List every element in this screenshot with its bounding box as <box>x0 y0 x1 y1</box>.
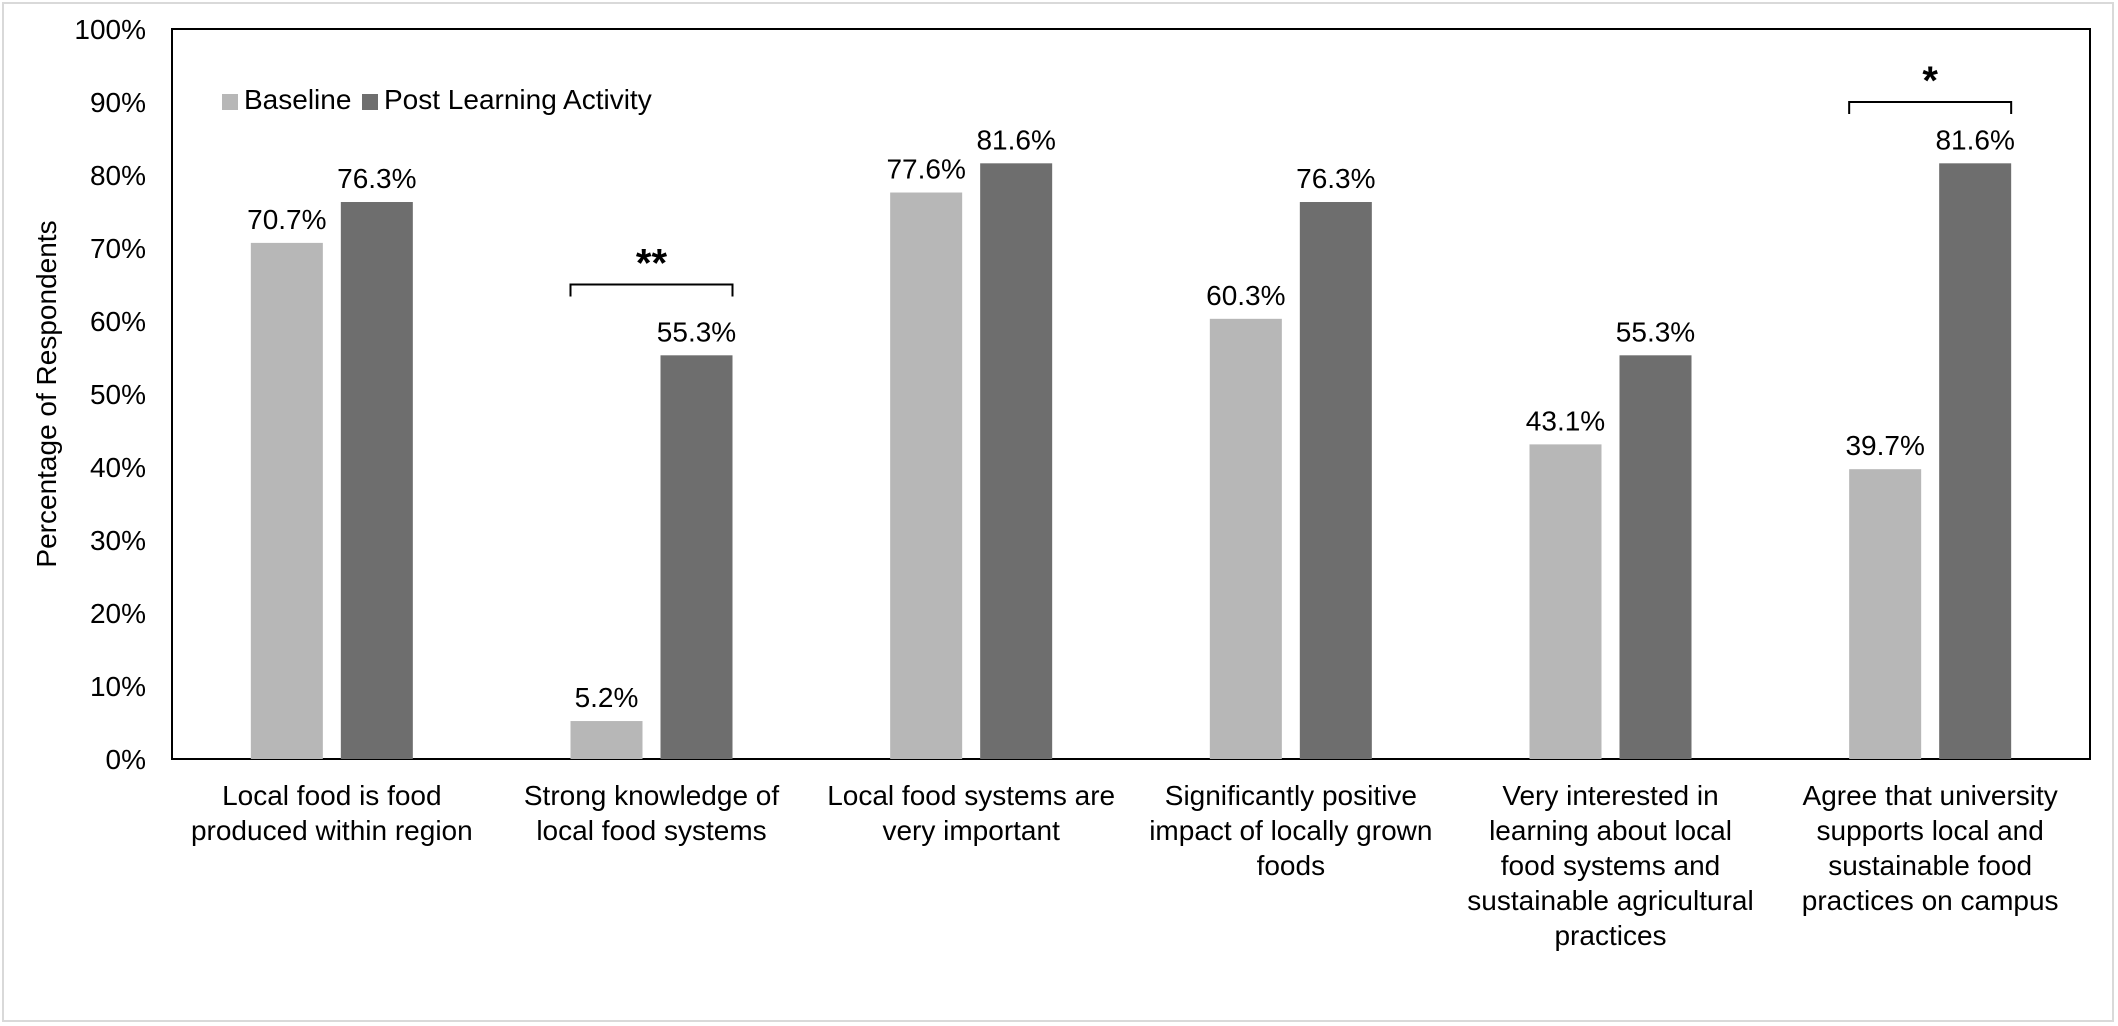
category-label-3-line-2: foods <box>1257 850 1326 881</box>
data-label-post-5: 81.6% <box>1935 124 2014 155</box>
category-label-5-line-1: supports local and <box>1817 815 2044 846</box>
category-label-4-line-3: sustainable agricultural <box>1467 885 1753 916</box>
data-label-post-0: 76.3% <box>337 163 416 194</box>
bar-baseline-5 <box>1849 469 1922 759</box>
data-label-baseline-3: 60.3% <box>1206 280 1285 311</box>
y-tick-label-3: 30% <box>90 525 146 556</box>
bar-baseline-0 <box>250 242 323 759</box>
legend-label-post: Post Learning Activity <box>384 84 652 115</box>
y-tick-label-0: 0% <box>106 744 146 775</box>
bar-baseline-2 <box>890 192 963 759</box>
data-label-post-1: 55.3% <box>657 316 736 347</box>
y-tick-label-7: 70% <box>90 233 146 264</box>
y-tick-label-10: 100% <box>74 14 146 45</box>
bar-post-2 <box>980 163 1053 759</box>
data-label-baseline-0: 70.7% <box>247 204 326 235</box>
data-label-baseline-2: 77.6% <box>886 154 965 185</box>
category-label-3-line-1: impact of locally grown <box>1149 815 1432 846</box>
category-label-1-line-0: Strong knowledge of <box>524 780 780 811</box>
data-label-baseline-5: 39.7% <box>1845 430 1924 461</box>
category-label-0-line-0: Local food is food <box>222 780 442 811</box>
category-label-1-line-1: local food systems <box>536 815 766 846</box>
data-label-post-4: 55.3% <box>1616 316 1695 347</box>
plot-area-border <box>171 28 2091 760</box>
category-label-4-line-0: Very interested in <box>1502 780 1718 811</box>
y-tick-label-8: 80% <box>90 160 146 191</box>
legend-label-baseline: Baseline <box>244 84 351 115</box>
bar-post-3 <box>1299 202 1372 759</box>
category-label-3-line-0: Significantly positive <box>1165 780 1417 811</box>
category-label-5-line-2: sustainable food <box>1828 850 2032 881</box>
bar-post-4 <box>1619 355 1692 759</box>
y-tick-label-6: 60% <box>90 306 146 337</box>
y-tick-label-4: 40% <box>90 452 146 483</box>
legend-swatch-post <box>362 94 378 110</box>
data-label-baseline-1: 5.2% <box>575 682 639 713</box>
bar-baseline-3 <box>1209 318 1282 759</box>
data-label-baseline-4: 43.1% <box>1526 405 1605 436</box>
category-label-4-line-4: practices <box>1554 920 1666 951</box>
y-tick-label-1: 10% <box>90 671 146 702</box>
significance-marker-0: ** <box>636 242 668 286</box>
bar-baseline-1 <box>570 721 643 759</box>
significance-marker-1: * <box>1922 59 1938 103</box>
significance-bracket-1 <box>1848 101 2013 114</box>
significance-bracket-0 <box>569 283 734 297</box>
y-axis-title: Percentage of Respondents <box>31 220 62 567</box>
bar-post-0 <box>340 202 413 759</box>
category-label-0-line-1: produced within region <box>191 815 473 846</box>
data-label-post-2: 81.6% <box>976 124 1055 155</box>
y-tick-label-9: 90% <box>90 87 146 118</box>
category-label-4-line-2: food systems and <box>1501 850 1720 881</box>
category-label-4-line-1: learning about local <box>1489 815 1732 846</box>
legend-swatch-baseline <box>222 94 238 110</box>
data-label-post-3: 76.3% <box>1296 163 1375 194</box>
y-tick-label-2: 20% <box>90 598 146 629</box>
category-label-2-line-1: very important <box>882 815 1060 846</box>
bar-post-1 <box>660 355 733 759</box>
bar-post-5 <box>1939 163 2012 759</box>
category-label-5-line-0: Agree that university <box>1803 780 2058 811</box>
category-label-5-line-3: practices on campus <box>1802 885 2059 916</box>
bar-baseline-4 <box>1529 444 1602 759</box>
y-tick-label-5: 50% <box>90 379 146 410</box>
category-label-2-line-0: Local food systems are <box>827 780 1115 811</box>
